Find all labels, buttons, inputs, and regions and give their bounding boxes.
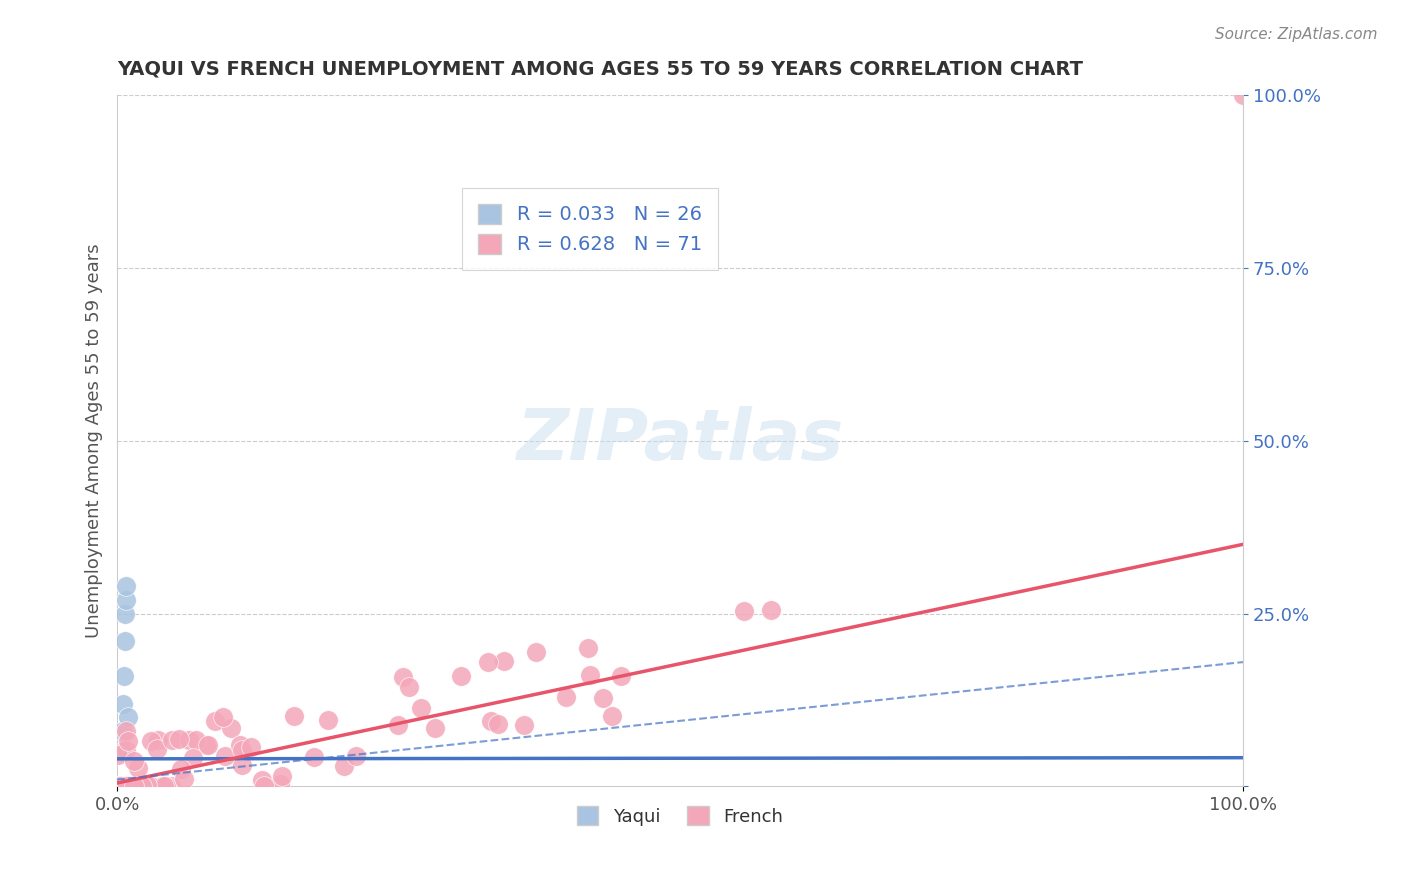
Point bbox=[197, 738, 219, 752]
Point bbox=[150, 780, 173, 794]
Point bbox=[117, 780, 139, 794]
Point bbox=[159, 780, 181, 794]
Point bbox=[117, 780, 139, 794]
Point bbox=[269, 777, 291, 791]
Point bbox=[107, 780, 129, 794]
Point bbox=[139, 780, 162, 794]
Point bbox=[167, 731, 190, 746]
Point bbox=[524, 645, 547, 659]
Point bbox=[148, 733, 170, 747]
Point bbox=[221, 722, 243, 736]
Point bbox=[392, 670, 415, 684]
Point bbox=[600, 708, 623, 723]
Point bbox=[333, 759, 356, 773]
Point bbox=[108, 780, 131, 794]
Point bbox=[153, 780, 176, 794]
Point bbox=[239, 740, 262, 755]
Point bbox=[576, 640, 599, 655]
Point bbox=[111, 724, 134, 739]
Point bbox=[118, 779, 141, 793]
Text: YAQUI VS FRENCH UNEMPLOYMENT AMONG AGES 55 TO 59 YEARS CORRELATION CHART: YAQUI VS FRENCH UNEMPLOYMENT AMONG AGES … bbox=[117, 60, 1083, 78]
Point bbox=[204, 714, 226, 728]
Point bbox=[592, 690, 614, 705]
Point bbox=[105, 780, 128, 794]
Y-axis label: Unemployment Among Ages 55 to 59 years: Unemployment Among Ages 55 to 59 years bbox=[86, 244, 103, 639]
Point bbox=[160, 733, 183, 747]
Point bbox=[425, 721, 447, 735]
Point bbox=[105, 780, 128, 794]
Point bbox=[111, 745, 134, 759]
Point bbox=[214, 748, 236, 763]
Point bbox=[398, 680, 420, 694]
Point bbox=[131, 780, 153, 794]
Point bbox=[155, 780, 177, 794]
Point bbox=[110, 780, 132, 794]
Point bbox=[122, 780, 145, 794]
Point bbox=[110, 780, 132, 794]
Point bbox=[1232, 88, 1254, 103]
Point bbox=[231, 758, 253, 772]
Point bbox=[494, 654, 516, 668]
Point bbox=[108, 780, 131, 794]
Point bbox=[250, 772, 273, 787]
Point bbox=[114, 607, 136, 621]
Point bbox=[409, 701, 432, 715]
Point bbox=[112, 669, 135, 683]
Point bbox=[117, 734, 139, 748]
Point bbox=[111, 697, 134, 711]
Point bbox=[120, 780, 142, 794]
Point bbox=[579, 668, 602, 682]
Point bbox=[344, 748, 367, 763]
Point bbox=[479, 714, 502, 729]
Point bbox=[124, 755, 146, 769]
Point bbox=[477, 656, 499, 670]
Point bbox=[146, 742, 169, 756]
Point bbox=[513, 718, 536, 732]
Point bbox=[229, 738, 252, 752]
Point bbox=[212, 710, 235, 724]
Point bbox=[107, 780, 129, 794]
Point bbox=[195, 738, 218, 752]
Point bbox=[122, 780, 145, 794]
Point bbox=[231, 743, 253, 757]
Point bbox=[128, 780, 150, 794]
Point bbox=[115, 579, 138, 593]
Point bbox=[110, 780, 132, 794]
Point bbox=[609, 669, 631, 683]
Point bbox=[387, 717, 409, 731]
Point bbox=[316, 713, 339, 727]
Point bbox=[139, 733, 162, 747]
Point bbox=[112, 780, 135, 794]
Point bbox=[127, 761, 149, 775]
Point bbox=[486, 716, 509, 731]
Point bbox=[117, 710, 139, 724]
Point bbox=[302, 750, 325, 764]
Point bbox=[184, 733, 207, 747]
Point bbox=[759, 603, 782, 617]
Point bbox=[115, 593, 138, 607]
Point bbox=[115, 743, 138, 757]
Point bbox=[179, 733, 201, 747]
Point bbox=[115, 723, 138, 738]
Point bbox=[117, 780, 139, 794]
Point bbox=[111, 780, 134, 794]
Point bbox=[107, 748, 129, 763]
Point bbox=[135, 778, 157, 792]
Point bbox=[271, 769, 294, 783]
Point bbox=[114, 634, 136, 648]
Text: Source: ZipAtlas.com: Source: ZipAtlas.com bbox=[1215, 27, 1378, 42]
Point bbox=[173, 772, 195, 786]
Point bbox=[555, 690, 578, 705]
Legend: Yaqui, French: Yaqui, French bbox=[569, 799, 790, 833]
Point bbox=[170, 762, 193, 776]
Point bbox=[253, 780, 276, 794]
Point bbox=[733, 604, 755, 618]
Point bbox=[105, 780, 128, 794]
Point bbox=[283, 708, 305, 723]
Point bbox=[450, 669, 472, 683]
Point bbox=[181, 751, 204, 765]
Text: ZIPatlas: ZIPatlas bbox=[516, 407, 844, 475]
